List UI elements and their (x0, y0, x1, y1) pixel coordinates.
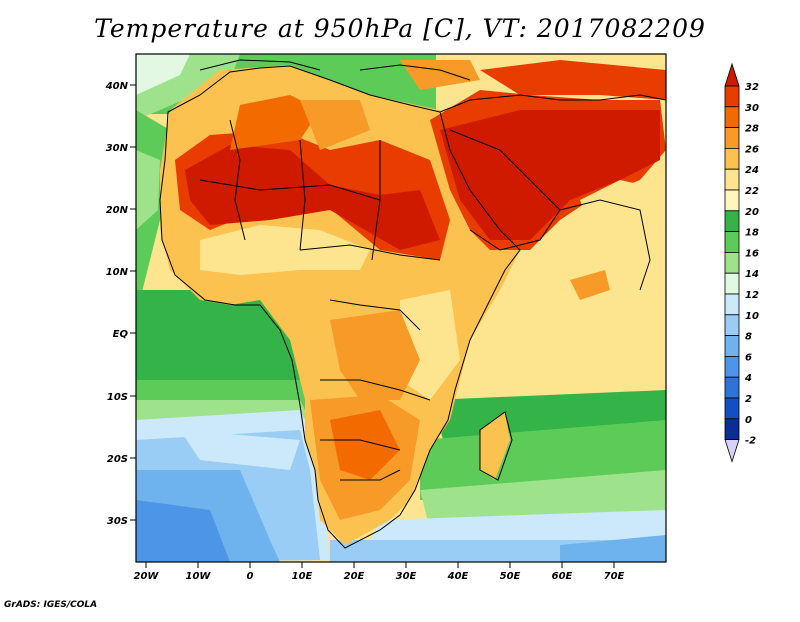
lat-label: 10S (107, 392, 128, 403)
colorbar-swatch (724, 272, 740, 295)
colorbar-swatch (724, 85, 740, 108)
colorbar-label: 6 (745, 352, 752, 363)
country-borders (159, 59, 666, 549)
colorbar-swatch (724, 251, 740, 274)
plot-frame (135, 53, 667, 563)
colorbar-label: 24 (745, 165, 759, 176)
colorbar-label: 16 (745, 248, 759, 259)
colorbar-swatch (724, 147, 740, 170)
lat-label: 40N (105, 81, 129, 92)
colorbar-swatch (724, 210, 740, 233)
latitude-labels: 40N 30N 20N 10N EQ 10S 20S 30S (105, 81, 129, 527)
colorbar-label: 4 (744, 373, 752, 384)
lat-label: EQ (113, 329, 129, 340)
colorbar-label: 32 (745, 82, 759, 93)
colorbar-swatch (724, 293, 740, 316)
colorbar-swatch (724, 231, 740, 253)
lat-label: 30S (107, 516, 128, 527)
lon-label: 10W (186, 571, 212, 582)
lat-label: 20N (106, 205, 129, 216)
lon-label: 30E (396, 571, 417, 582)
lat-label: 20S (107, 454, 128, 465)
colorbar-swatch (724, 397, 740, 420)
colorbar-swatch (724, 314, 740, 336)
colorbar-swatch (724, 376, 740, 399)
temperature-field (136, 54, 666, 562)
colorbar-upper-arrow (724, 62, 740, 87)
lon-label: 50E (500, 571, 521, 582)
tick-marks (130, 84, 615, 568)
lon-label: 10E (292, 571, 313, 582)
lat-label: 30N (106, 143, 129, 154)
chart-title: Temperature at 950hPa [C], VT: 201708220… (94, 14, 706, 43)
colorbar-label: 26 (745, 144, 759, 155)
colorbar-swatch (724, 106, 740, 129)
lat-label: 10N (106, 267, 129, 278)
lon-label: 20E (344, 571, 365, 582)
colorbar-label: 12 (745, 290, 759, 301)
colorbar-swatch (724, 418, 740, 440)
colorbar-label: 8 (745, 332, 752, 343)
colorbar-swatch (724, 355, 740, 378)
lon-label: 0 (247, 571, 254, 582)
credit-text: GrADS: IGES/COLA (4, 600, 98, 610)
lon-label: 60E (552, 571, 573, 582)
colorbar-lower-arrow (724, 439, 740, 463)
lon-label: 20W (134, 571, 160, 582)
colorbar-swatch (724, 127, 740, 149)
colorbar-label: 20 (745, 207, 759, 218)
lon-label: 40E (447, 571, 469, 582)
colorbar-swatch (724, 189, 740, 212)
colorbar-label: 14 (745, 269, 759, 280)
colorbar-label: 30 (745, 103, 759, 114)
colorbar-label: 18 (745, 228, 759, 239)
longitude-labels: 20W 10W 0 10E 20E 30E 40E 50E 60E 70E (134, 571, 625, 582)
colorbar-swatch (724, 168, 740, 191)
colorbar-label: 28 (745, 124, 759, 135)
lon-label: 70E (604, 571, 625, 582)
colorbar-label: -2 (745, 436, 756, 447)
colorbar-label: 10 (745, 311, 759, 322)
colorbar-swatch (724, 335, 740, 357)
colorbar-label: 22 (745, 186, 759, 197)
colorbar-label: 2 (745, 394, 752, 405)
colorbar-label: 0 (745, 415, 752, 426)
